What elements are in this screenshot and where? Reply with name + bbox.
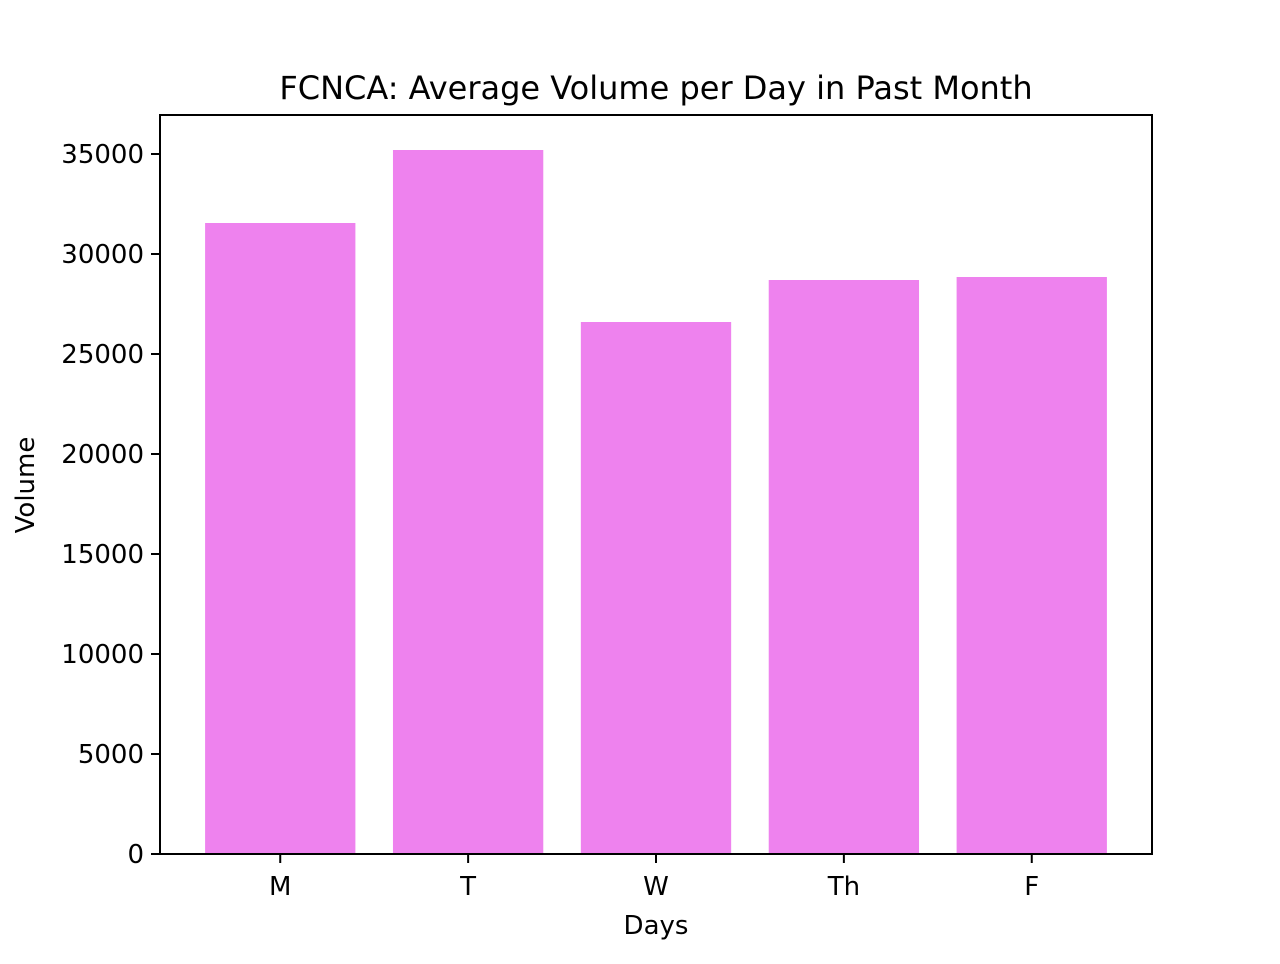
bar-th xyxy=(768,280,920,854)
y-axis-label: Volume xyxy=(11,437,41,534)
y-tick-label: 0 xyxy=(127,840,144,870)
x-tick-label: T xyxy=(459,872,476,902)
y-tick-label: 15000 xyxy=(61,540,144,570)
y-tick-label: 5000 xyxy=(78,740,144,770)
x-tick-label: F xyxy=(1024,872,1039,902)
bar-m xyxy=(205,223,356,854)
x-tick-label: W xyxy=(643,872,669,902)
bar-w xyxy=(580,322,732,854)
plot-frame xyxy=(159,114,1153,855)
chart-title: FCNCA: Average Volume per Day in Past Mo… xyxy=(279,69,1032,107)
x-tick-label: M xyxy=(269,872,291,902)
bar-t xyxy=(392,150,544,854)
y-tick-label: 25000 xyxy=(61,340,144,370)
y-axis-ticks: 0 5000 10000 15000 20000 25000 30000 35000 xyxy=(61,140,160,870)
x-axis-label: Days xyxy=(624,911,689,941)
y-tick-label: 30000 xyxy=(61,240,144,270)
y-tick-label: 20000 xyxy=(61,440,144,470)
bar-f xyxy=(956,277,1107,854)
bars-layer xyxy=(205,150,1107,854)
x-tick-label: Th xyxy=(827,872,860,902)
y-tick-label: 10000 xyxy=(61,640,144,670)
x-axis-ticks: M T W Th F xyxy=(269,854,1039,902)
y-tick-label: 35000 xyxy=(61,140,144,170)
